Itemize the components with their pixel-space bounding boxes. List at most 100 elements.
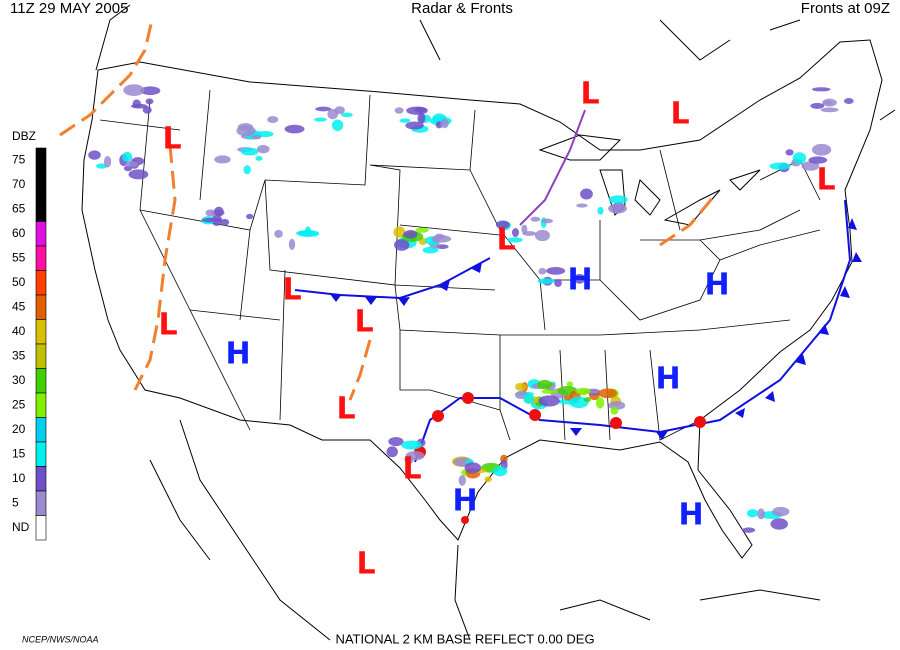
trough [59, 19, 154, 137]
legend-label: 45 [12, 299, 26, 313]
radar-echo [256, 145, 270, 154]
cold-front [414, 199, 852, 463]
trough [659, 194, 717, 247]
legend-swatch [35, 515, 47, 541]
header-center: Radar & Fronts [411, 0, 513, 17]
radar-echo [507, 237, 523, 243]
legend-swatch [35, 490, 47, 516]
radar-echo [575, 387, 591, 395]
legend: DBZ 75 70 65 60 55 50 45 40 35 30 25 20 15 10 5 ND [12, 129, 47, 541]
pressure-center: L [336, 392, 355, 427]
radar-echo [214, 155, 231, 164]
radar-echo [820, 107, 839, 113]
radar-echo [523, 393, 535, 405]
legend-label: 20 [12, 422, 26, 436]
legend-swatch [35, 368, 47, 394]
radar-echo [417, 112, 426, 124]
radar-echo [537, 278, 555, 284]
pressure-center: L [158, 308, 177, 343]
radar-echo [125, 160, 139, 167]
radar-echo [341, 112, 353, 118]
radar-echo [495, 220, 510, 229]
radar-echoes [88, 84, 854, 533]
legend-label: ND [12, 520, 30, 534]
radar-echo [240, 147, 259, 156]
radar-echo [515, 382, 527, 391]
legend-swatch [35, 466, 47, 492]
occluded-front [519, 109, 586, 226]
radar-echo [808, 156, 828, 164]
radar-echo [521, 224, 528, 234]
radar-echo [801, 161, 820, 171]
radar-echo [297, 230, 320, 238]
legend-swatch [35, 147, 47, 173]
radar-echo [576, 203, 588, 208]
radar-echo [243, 165, 251, 175]
radar-echo [327, 108, 339, 120]
pressure-center: L [354, 305, 373, 340]
header-left: 11Z 29 MAY 2005 [10, 0, 128, 17]
legend-swatch [35, 441, 47, 467]
radar-echo [546, 267, 566, 275]
radar-echo [331, 119, 344, 131]
pressure-center: L [402, 452, 421, 487]
legend-label: 25 [12, 397, 26, 411]
radar-echo [573, 273, 586, 284]
radar-echo [201, 217, 222, 223]
pressure-center: L [670, 97, 689, 132]
radar-echo [123, 165, 133, 172]
radar-echo [772, 506, 790, 517]
legend-swatch [35, 172, 47, 198]
radar-echo [401, 440, 423, 450]
radar-echo [458, 475, 466, 486]
radar-echo [843, 97, 854, 104]
legend-label: 10 [12, 471, 26, 485]
radar-echo [464, 462, 482, 474]
radar-echo [121, 151, 133, 162]
radar-echo [145, 98, 154, 105]
legend-label: 60 [12, 226, 26, 240]
radar-echo [810, 102, 825, 109]
us-outline [81, 39, 883, 559]
radar-echo [399, 118, 411, 123]
radar-echo [769, 162, 791, 170]
radar-echo [440, 118, 449, 129]
pressure-center: L [162, 122, 181, 157]
legend-swatch [35, 196, 47, 222]
radar-echo [537, 379, 553, 390]
radar-echo [220, 218, 230, 226]
header-right: Fronts at 09Z [801, 0, 890, 17]
radar-echo [246, 213, 254, 220]
radar-echo [583, 397, 591, 403]
legend-label: 70 [12, 177, 26, 191]
pressure-center: H [567, 263, 592, 298]
radar-echo [140, 86, 161, 96]
radar-echo [492, 466, 508, 477]
radar-echo [103, 155, 112, 168]
legend-label: 15 [12, 446, 26, 460]
footer-credit: NCEP/NWS/NOAA [22, 634, 99, 644]
radar-echo [757, 508, 765, 520]
canada-coast [95, 4, 896, 121]
radar-echo [394, 107, 404, 114]
radar-echo [538, 395, 560, 407]
radar-echo [314, 117, 327, 122]
radar-echo [288, 238, 296, 250]
pressure-center: L [496, 223, 515, 258]
pressure-center: H [655, 362, 680, 397]
radar-echo [608, 203, 627, 214]
front-barbs [330, 262, 482, 306]
trough [348, 339, 372, 401]
legend-swatch [35, 417, 47, 443]
radar-echo [484, 476, 492, 483]
radar-echo [811, 143, 832, 156]
radar-echo [386, 446, 398, 458]
radar-echo [823, 100, 832, 105]
legend-swatch [35, 245, 47, 271]
radar-echo [403, 230, 418, 239]
radar-echo [541, 218, 553, 224]
great-lakes [538, 134, 761, 226]
